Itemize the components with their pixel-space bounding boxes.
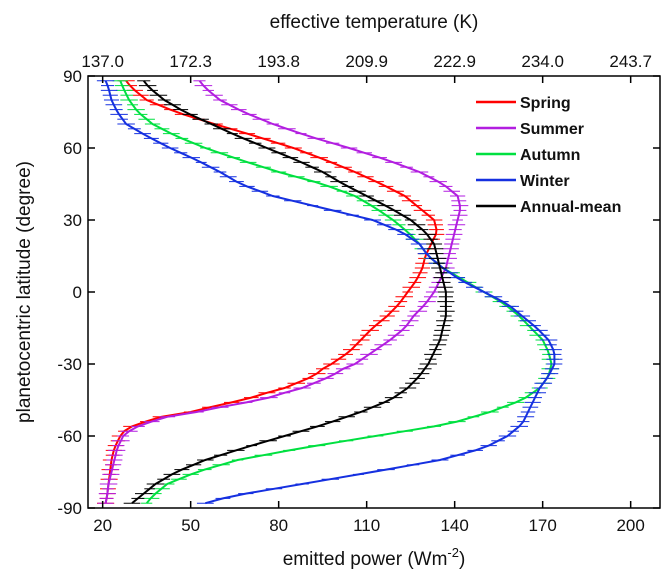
y-tick-label: 90: [63, 67, 82, 86]
series-line: [104, 80, 556, 505]
x-tick-label: 140: [440, 516, 468, 535]
x2-axis-title: effective temperature (K): [270, 12, 479, 33]
series-line: [104, 80, 461, 504]
x-tick-label: 20: [93, 516, 112, 535]
x2-tick-label: 222.9: [433, 52, 476, 71]
y-tick-label: -60: [57, 427, 82, 446]
x-axis-title-main: emitted power (Wm: [283, 549, 448, 570]
x2-tick-label: 243.7: [609, 52, 652, 71]
ticks-layer: 20 50 80 110 140 170 200 137.0 172.3 193.8 209.9 22…: [57, 52, 660, 535]
x-axis-title-end: ): [459, 549, 465, 570]
x-tick-label: 80: [269, 516, 288, 535]
y-tick-label: 0: [73, 283, 82, 302]
series-layer: [96, 80, 563, 505]
series-line: [131, 80, 447, 504]
y-axis-title: planetocentric latitude (degree): [14, 161, 35, 423]
x-tick-label: 110: [353, 516, 380, 535]
legend-label: Spring: [520, 95, 571, 112]
x-axis-title: emitted power (Wm-2): [283, 545, 466, 570]
legend-label: Winter: [520, 173, 570, 190]
y-tick-label: -90: [57, 499, 82, 518]
legend: Spring Summer Autumn Winter Annual-mean: [476, 95, 621, 216]
x-tick-label: 170: [528, 516, 556, 535]
y-tick-label: 30: [63, 211, 82, 230]
legend-label: Annual-mean: [520, 199, 621, 216]
series-winter: [96, 80, 563, 505]
y-tick-label: -30: [57, 355, 82, 374]
x-axis-title-sup: -2: [447, 545, 459, 560]
x-tick-label: 200: [616, 516, 644, 535]
x2-tick-label: 209.9: [345, 52, 388, 71]
x2-tick-label: 193.8: [257, 52, 300, 71]
plot-frame: [87, 75, 661, 509]
x2-tick-label: 137.0: [81, 52, 124, 71]
x-tick-label: 50: [181, 516, 200, 535]
series-annual-mean: [123, 80, 455, 504]
legend-label: Autumn: [520, 147, 580, 164]
y-tick-label: 60: [63, 139, 82, 158]
x2-tick-label: 172.3: [169, 52, 212, 71]
x2-tick-label: 234.0: [521, 52, 564, 71]
series-line: [104, 80, 438, 504]
legend-label: Summer: [520, 121, 584, 138]
